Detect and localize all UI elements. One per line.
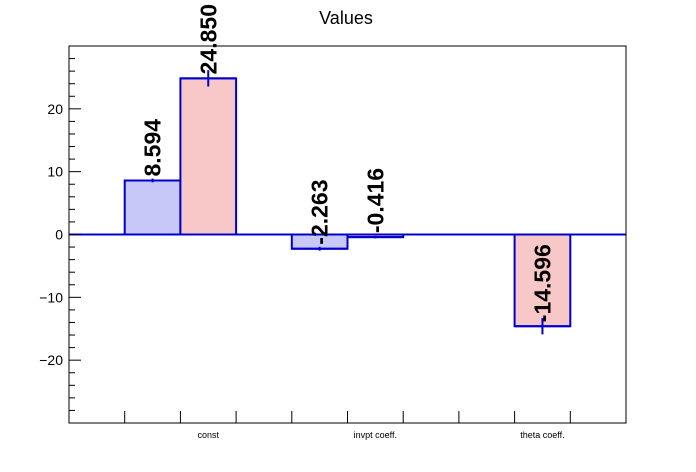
data-label-1-0: 8.594 xyxy=(140,119,166,177)
x-category-label: const xyxy=(197,430,219,440)
x-category-label: invpt coeff. xyxy=(354,430,397,440)
bar-2-0 xyxy=(179,77,238,236)
data-label-2-0: 24.850 xyxy=(195,4,221,74)
y-tick-label: 0 xyxy=(55,227,63,243)
x-category-label: theta coeff. xyxy=(520,430,564,440)
y-tick-label: 10 xyxy=(47,164,63,180)
data-label-1-1: -2.263 xyxy=(307,180,333,245)
plot-frame xyxy=(68,45,627,424)
data-labels-layer: 8.594 -2.263 24.850 -0.416 -14.596 xyxy=(140,4,556,322)
y-tick-label: 20 xyxy=(47,101,63,117)
data-label-2-1: -0.416 xyxy=(362,168,388,233)
axes-layer: −20 −10 0 10 20 const invpt coeff. theta coeff. xyxy=(39,58,626,440)
y-tick-label: −20 xyxy=(39,352,63,368)
bars-layer xyxy=(123,70,572,335)
bar-1-0 xyxy=(123,179,182,236)
chart-title: Values xyxy=(319,8,373,28)
y-tick-label: −10 xyxy=(39,289,63,305)
data-label-2-2: -14.596 xyxy=(529,244,555,322)
